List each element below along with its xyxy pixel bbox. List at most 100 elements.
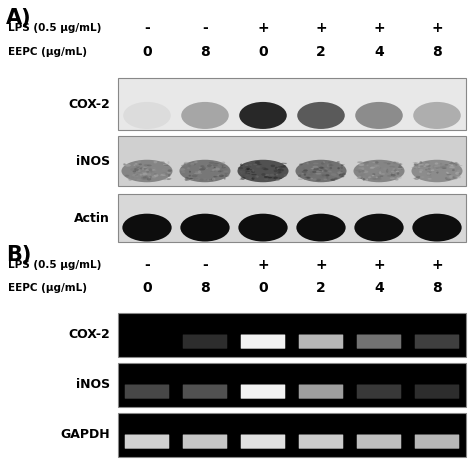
Bar xyxy=(118,194,466,242)
Ellipse shape xyxy=(420,165,424,167)
Ellipse shape xyxy=(137,179,141,181)
Text: +: + xyxy=(315,21,327,35)
Ellipse shape xyxy=(355,102,403,129)
Ellipse shape xyxy=(272,162,275,165)
Ellipse shape xyxy=(433,165,435,168)
Ellipse shape xyxy=(181,164,187,166)
Ellipse shape xyxy=(257,164,261,165)
Ellipse shape xyxy=(341,166,344,167)
Ellipse shape xyxy=(375,167,380,168)
Ellipse shape xyxy=(379,171,382,174)
Ellipse shape xyxy=(134,168,139,171)
Ellipse shape xyxy=(418,166,420,168)
Ellipse shape xyxy=(203,178,207,180)
Ellipse shape xyxy=(295,160,346,182)
Ellipse shape xyxy=(446,179,451,180)
Ellipse shape xyxy=(223,173,229,176)
Text: Actin: Actin xyxy=(74,211,110,225)
Ellipse shape xyxy=(209,162,214,164)
Text: +: + xyxy=(257,258,269,272)
Ellipse shape xyxy=(148,176,150,179)
Ellipse shape xyxy=(362,170,366,172)
Ellipse shape xyxy=(277,169,282,172)
Ellipse shape xyxy=(147,173,151,176)
Ellipse shape xyxy=(210,171,216,172)
Ellipse shape xyxy=(253,170,255,172)
Ellipse shape xyxy=(361,167,365,170)
Ellipse shape xyxy=(456,170,461,173)
Ellipse shape xyxy=(162,168,166,171)
Ellipse shape xyxy=(337,161,340,163)
Ellipse shape xyxy=(390,173,392,174)
Ellipse shape xyxy=(457,165,463,166)
Ellipse shape xyxy=(207,179,209,180)
Ellipse shape xyxy=(427,172,429,174)
Ellipse shape xyxy=(273,177,278,179)
Ellipse shape xyxy=(160,161,165,164)
Text: COX-2: COX-2 xyxy=(68,328,110,341)
Ellipse shape xyxy=(337,171,343,174)
Ellipse shape xyxy=(445,177,447,180)
Ellipse shape xyxy=(191,174,198,177)
Ellipse shape xyxy=(211,169,215,171)
Ellipse shape xyxy=(276,178,280,181)
Ellipse shape xyxy=(222,162,225,164)
Ellipse shape xyxy=(277,172,281,173)
Ellipse shape xyxy=(136,166,140,168)
Ellipse shape xyxy=(163,164,168,165)
Ellipse shape xyxy=(123,102,171,129)
Ellipse shape xyxy=(275,167,278,169)
Ellipse shape xyxy=(427,174,431,175)
FancyBboxPatch shape xyxy=(357,435,401,449)
Ellipse shape xyxy=(139,167,144,169)
Ellipse shape xyxy=(264,179,268,181)
Ellipse shape xyxy=(448,175,452,176)
Ellipse shape xyxy=(391,176,393,178)
Ellipse shape xyxy=(427,169,433,170)
Ellipse shape xyxy=(433,166,438,167)
Ellipse shape xyxy=(366,164,368,166)
Ellipse shape xyxy=(377,178,382,181)
Ellipse shape xyxy=(211,162,215,164)
Text: 4: 4 xyxy=(374,281,384,295)
Ellipse shape xyxy=(137,171,141,172)
Ellipse shape xyxy=(246,168,250,170)
Ellipse shape xyxy=(168,169,172,172)
Ellipse shape xyxy=(452,169,455,171)
Ellipse shape xyxy=(447,178,449,180)
Ellipse shape xyxy=(303,172,306,175)
FancyBboxPatch shape xyxy=(299,335,343,349)
Ellipse shape xyxy=(282,169,284,171)
Ellipse shape xyxy=(145,174,147,177)
Ellipse shape xyxy=(425,162,430,163)
Ellipse shape xyxy=(213,168,216,170)
Ellipse shape xyxy=(391,173,393,175)
Ellipse shape xyxy=(251,170,255,173)
Ellipse shape xyxy=(154,173,157,175)
Ellipse shape xyxy=(202,165,205,167)
Ellipse shape xyxy=(146,178,151,181)
FancyBboxPatch shape xyxy=(415,335,459,349)
Ellipse shape xyxy=(312,166,318,168)
Ellipse shape xyxy=(225,174,229,176)
Ellipse shape xyxy=(316,171,321,172)
Ellipse shape xyxy=(257,164,262,165)
Ellipse shape xyxy=(387,163,391,164)
Ellipse shape xyxy=(413,102,461,129)
Ellipse shape xyxy=(329,171,333,173)
Ellipse shape xyxy=(361,176,363,179)
Ellipse shape xyxy=(195,161,198,163)
Ellipse shape xyxy=(133,170,136,173)
Ellipse shape xyxy=(162,172,167,175)
Ellipse shape xyxy=(339,164,345,165)
Ellipse shape xyxy=(370,167,374,169)
Ellipse shape xyxy=(414,176,419,177)
Ellipse shape xyxy=(241,171,247,173)
Ellipse shape xyxy=(392,168,394,171)
Ellipse shape xyxy=(204,165,210,167)
Ellipse shape xyxy=(329,164,332,166)
Ellipse shape xyxy=(341,176,345,177)
Ellipse shape xyxy=(361,170,365,172)
Ellipse shape xyxy=(130,168,136,171)
Ellipse shape xyxy=(151,175,156,178)
